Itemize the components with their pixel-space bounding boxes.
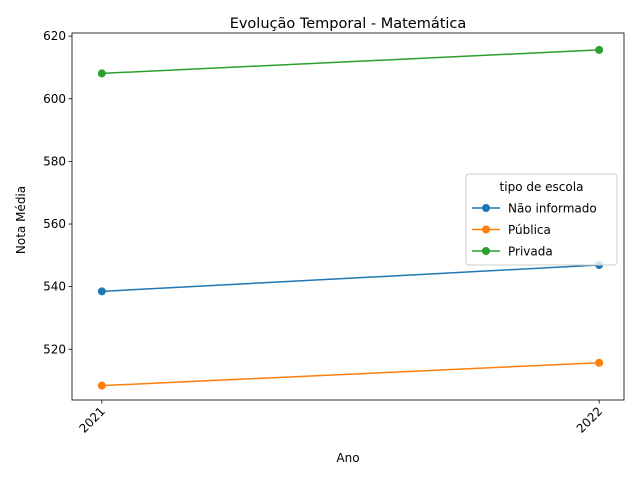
legend-title: tipo de escola bbox=[500, 180, 584, 194]
x-axis-label: Ano bbox=[336, 451, 359, 465]
legend-label-2: Privada bbox=[508, 245, 553, 259]
series-line-0 bbox=[101, 264, 600, 293]
legend-marker-1 bbox=[482, 225, 490, 234]
data-point-2-0 bbox=[97, 69, 106, 78]
legend-label-0: Não informado bbox=[508, 202, 597, 216]
y-tick-label-3: 580 bbox=[43, 154, 66, 168]
legend-marker-0 bbox=[482, 204, 490, 212]
y-tick-label-2: 560 bbox=[43, 217, 66, 231]
legend: tipo de escola Não informado Pública Privad… bbox=[465, 173, 618, 266]
y-tick-label-1: 540 bbox=[43, 280, 66, 294]
legend-box bbox=[465, 173, 618, 266]
legend-marker-2 bbox=[482, 247, 490, 255]
y-tick-label-5: 620 bbox=[43, 29, 66, 43]
y-tick-label-0: 520 bbox=[43, 342, 66, 356]
legend-label-1: Pública bbox=[508, 223, 551, 237]
data-point-2-1 bbox=[595, 45, 604, 54]
series-line-2 bbox=[101, 49, 600, 75]
data-point-1-1 bbox=[595, 358, 604, 367]
axes-frame bbox=[71, 32, 625, 401]
series-line-1 bbox=[101, 361, 600, 387]
data-point-1-0 bbox=[97, 381, 106, 390]
y-axis-label: Nota Média bbox=[14, 186, 28, 254]
data-point-0-0 bbox=[97, 287, 106, 296]
y-tick-label-4: 600 bbox=[43, 92, 66, 106]
chart-title: Evolução Temporal - Matemática bbox=[230, 16, 467, 32]
x-tick-label-0: 2021 bbox=[76, 404, 107, 435]
x-tick-label-1: 2022 bbox=[574, 404, 605, 435]
